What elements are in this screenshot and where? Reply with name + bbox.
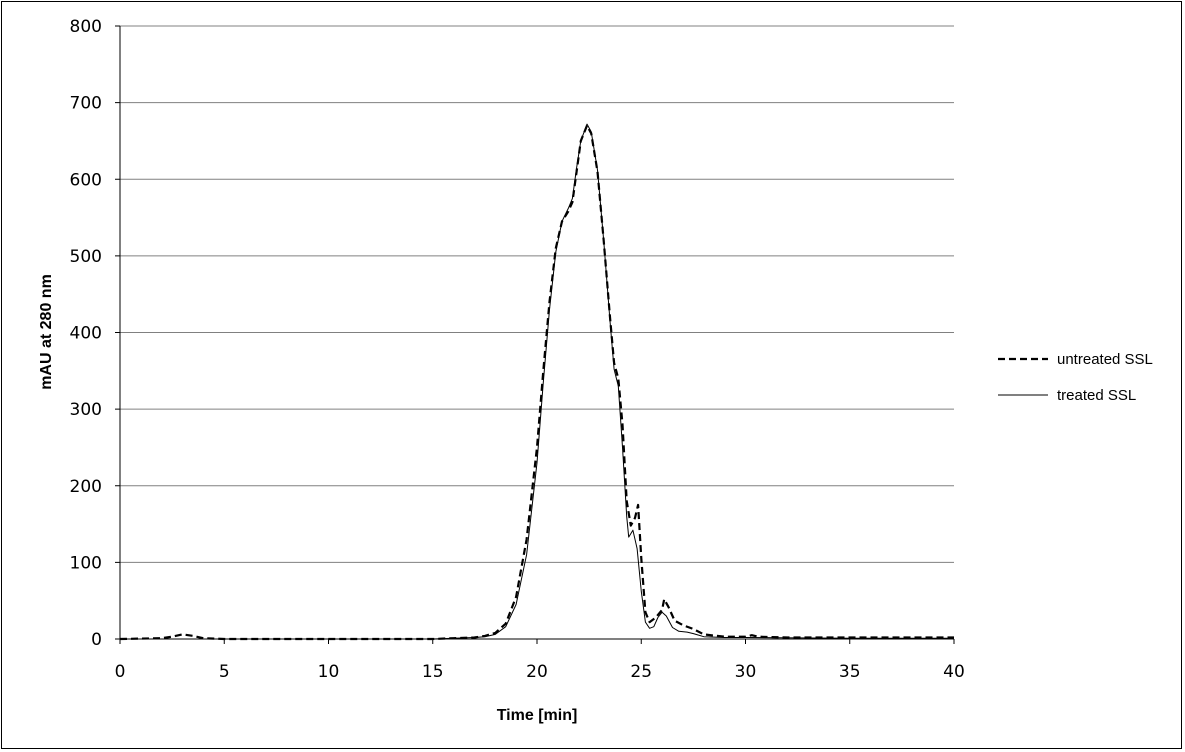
y-tick-labels: 0 100 200 300 400 500 600 700 800 [70,17,120,650]
y-tick-label: 800 [70,17,102,37]
series-line-treated-ssl [120,123,954,640]
y-tick-label: 100 [70,553,102,573]
y-tick-label: 400 [70,324,102,344]
y-axis-title: mAU at 280 nm [38,274,55,390]
y-tick-label: 0 [91,630,102,650]
x-tick-labels: 0 5 10 15 20 25 30 35 40 [115,639,965,682]
y-tick-label: 700 [70,94,102,114]
y-tick-label: 300 [70,400,102,420]
legend-label-treated: treated SSL [1057,387,1136,404]
x-tick-label: 35 [839,662,861,682]
x-tick-label: 20 [526,662,548,682]
x-tick-label: 40 [943,662,965,682]
x-tick-label: 0 [115,662,126,682]
x-tick-label: 25 [630,662,652,682]
x-axis-title: Time [min] [497,707,578,724]
legend: untreated SSL treated SSL [998,351,1153,404]
y-tick-label: 500 [70,247,102,267]
y-tick-label: 200 [70,477,102,497]
x-tick-label: 10 [318,662,340,682]
legend-label-untreated: untreated SSL [1057,351,1153,368]
x-tick-label: 30 [735,662,757,682]
gridlines [120,25,954,563]
x-tick-label: 5 [219,662,230,682]
y-tick-label: 600 [70,170,102,190]
x-tick-label: 15 [422,662,444,682]
series-lines [119,123,954,641]
